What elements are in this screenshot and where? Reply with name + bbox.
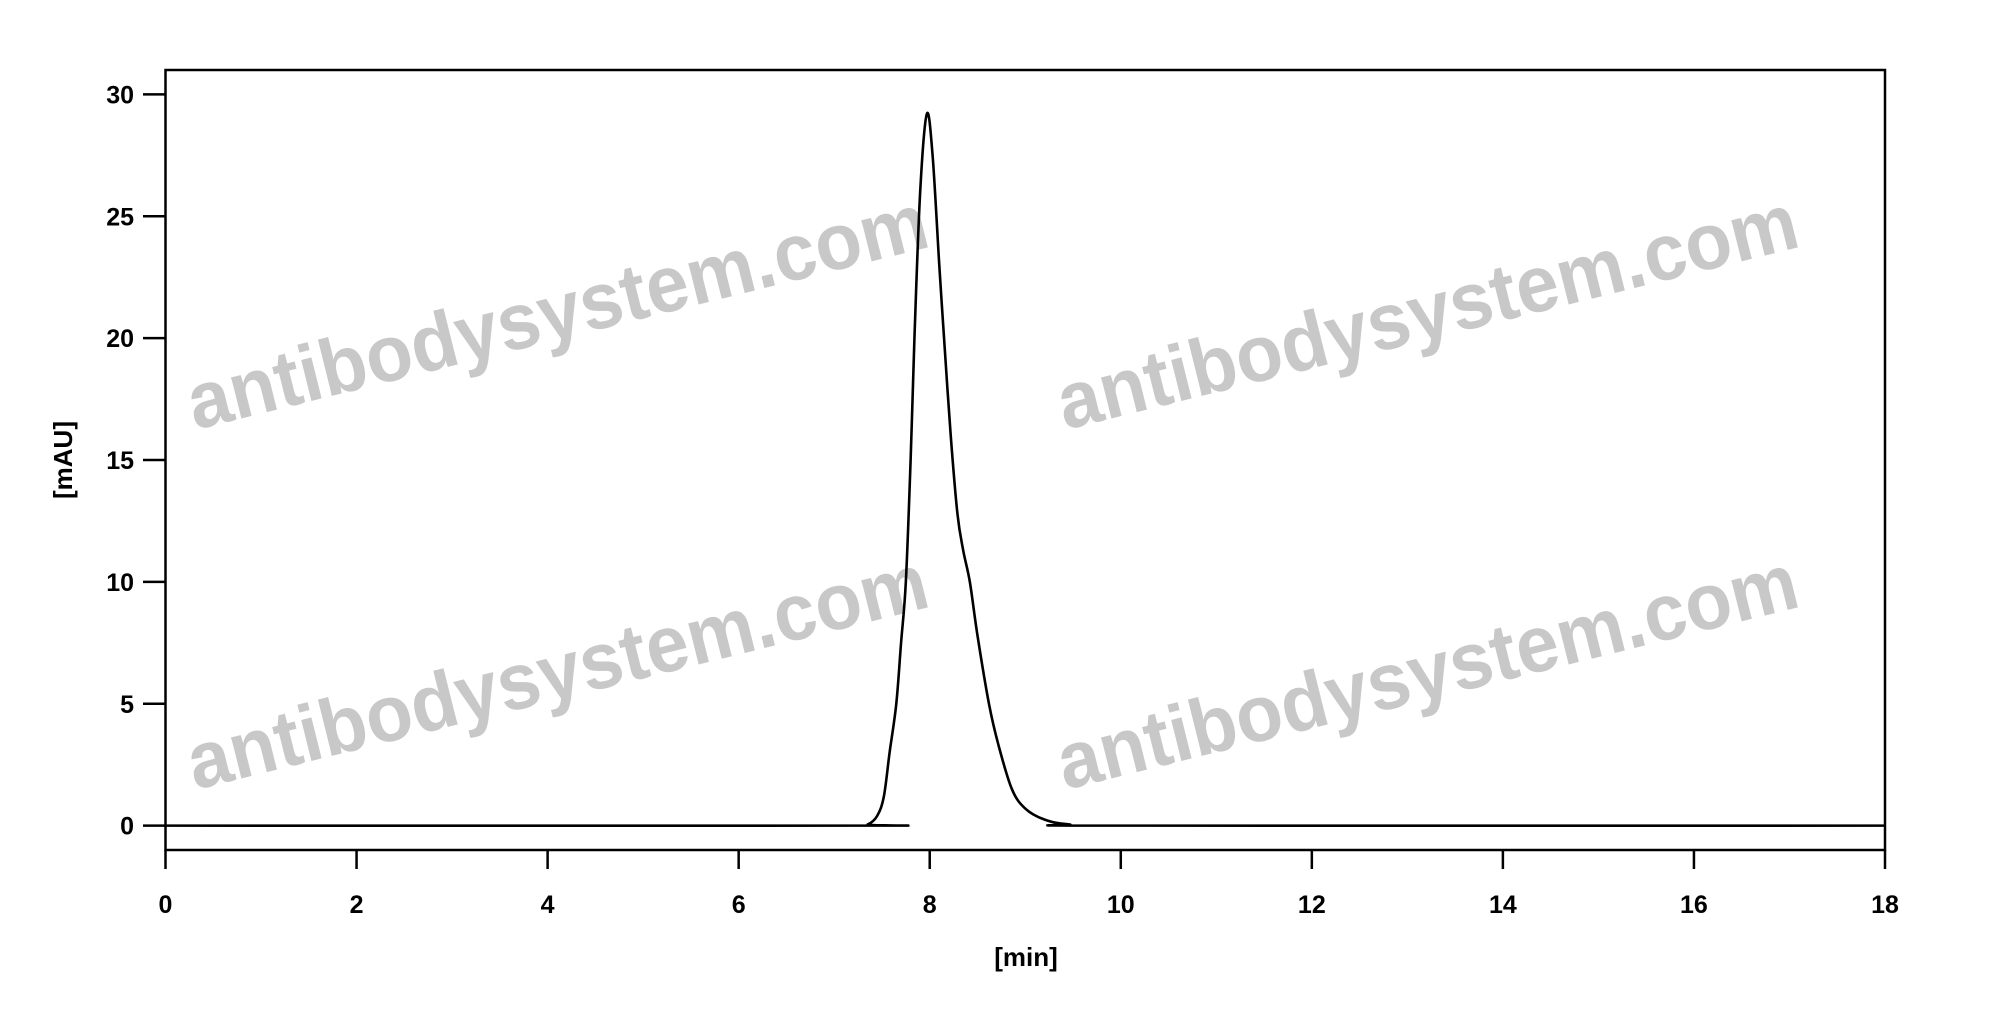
x-tick-label: 18 (1871, 891, 1899, 919)
y-axis-label: [mAU] (48, 421, 78, 499)
chromatogram-trace (165, 111, 1886, 828)
watermark-text: antibodysystem.com (178, 536, 937, 806)
y-axis: 0 5 10 15 20 25 30 (106, 81, 166, 841)
x-tick-label: 0 (159, 891, 173, 919)
watermark-text: antibodysystem.com (1048, 176, 1807, 446)
x-axis-label: [min] (994, 942, 1058, 972)
x-tick-label: 8 (923, 891, 937, 919)
x-tick-label: 14 (1489, 891, 1517, 919)
y-tick-label: 0 (120, 813, 134, 841)
y-tick-label: 20 (106, 325, 134, 353)
x-axis: 0 2 4 6 8 10 12 14 16 18 (159, 850, 1899, 919)
x-tick-label: 12 (1298, 891, 1326, 919)
y-tick-label: 5 (120, 691, 134, 719)
y-tick-label: 10 (106, 569, 134, 597)
y-tick-label: 15 (106, 447, 134, 475)
x-tick-label: 4 (541, 891, 555, 919)
x-tick-label: 2 (350, 891, 364, 919)
watermark-text: antibodysystem.com (178, 176, 937, 446)
watermark-layer: antibodysystem.com antibodysystem.com anti… (178, 176, 1807, 806)
watermark-text: antibodysystem.com (1048, 536, 1807, 806)
y-tick-label: 30 (106, 81, 134, 109)
x-tick-label: 10 (1107, 891, 1135, 919)
y-tick-label: 25 (106, 203, 134, 231)
x-tick-label: 6 (732, 891, 746, 919)
x-tick-label: 16 (1680, 891, 1708, 919)
